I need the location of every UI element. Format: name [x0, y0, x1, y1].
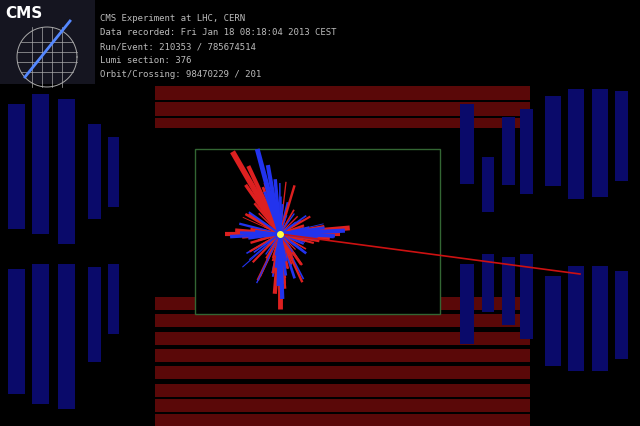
Bar — [445, 103, 530, 117]
Bar — [32, 95, 49, 234]
Bar — [305, 399, 390, 412]
Text: CMS Experiment at LHC, CERN: CMS Experiment at LHC, CERN — [100, 14, 245, 23]
Bar — [375, 349, 460, 362]
Bar — [88, 268, 101, 362]
Bar — [230, 314, 315, 327]
Bar — [305, 119, 390, 129]
Bar — [58, 265, 75, 409]
Bar — [375, 414, 460, 426]
Bar — [305, 349, 390, 362]
Bar — [520, 254, 533, 339]
Bar — [568, 266, 584, 371]
Bar — [305, 384, 390, 397]
Bar — [305, 103, 390, 117]
Bar — [375, 332, 460, 345]
Bar — [305, 297, 390, 310]
Bar — [230, 366, 315, 379]
Bar — [502, 257, 515, 325]
Bar — [155, 384, 240, 397]
Bar — [155, 103, 240, 117]
Bar — [445, 314, 530, 327]
Bar — [305, 332, 390, 345]
Bar — [592, 266, 608, 371]
Bar — [502, 118, 515, 186]
Bar — [230, 349, 315, 362]
Text: Run/Event: 210353 / 785674514: Run/Event: 210353 / 785674514 — [100, 42, 256, 51]
Bar — [375, 314, 460, 327]
Bar — [375, 399, 460, 412]
Bar — [375, 384, 460, 397]
Bar — [155, 314, 240, 327]
Bar — [445, 414, 530, 426]
Bar — [155, 297, 240, 310]
Bar — [445, 87, 530, 101]
Bar — [615, 92, 628, 181]
Bar — [230, 399, 315, 412]
Bar — [305, 87, 390, 101]
Bar — [445, 349, 530, 362]
Bar — [445, 366, 530, 379]
Bar — [8, 269, 25, 394]
Bar — [375, 103, 460, 117]
Bar — [155, 414, 240, 426]
Bar — [108, 265, 119, 334]
Bar — [155, 349, 240, 362]
Bar — [545, 276, 561, 366]
Bar — [305, 314, 390, 327]
Bar — [482, 158, 494, 213]
Bar — [445, 332, 530, 345]
Bar — [155, 87, 240, 101]
Bar — [615, 271, 628, 359]
Text: Orbit/Crossing: 98470229 / 201: Orbit/Crossing: 98470229 / 201 — [100, 70, 261, 79]
Bar — [230, 297, 315, 310]
Bar — [445, 119, 530, 129]
Bar — [460, 105, 474, 184]
Bar — [230, 332, 315, 345]
Text: Lumi section: 376: Lumi section: 376 — [100, 56, 191, 65]
Bar — [305, 366, 390, 379]
Bar — [482, 254, 494, 312]
Bar — [545, 97, 561, 187]
Bar — [155, 332, 240, 345]
Bar — [32, 265, 49, 404]
Bar — [520, 110, 533, 195]
Bar — [230, 414, 315, 426]
Bar — [230, 103, 315, 117]
Bar — [305, 414, 390, 426]
Text: Data recorded: Fri Jan 18 08:18:04 2013 CEST: Data recorded: Fri Jan 18 08:18:04 2013 … — [100, 28, 337, 37]
Bar — [375, 297, 460, 310]
Bar — [592, 90, 608, 198]
Bar — [375, 119, 460, 129]
Bar — [0, 0, 95, 85]
Bar — [155, 119, 240, 129]
Bar — [445, 384, 530, 397]
Bar — [230, 119, 315, 129]
Bar — [155, 399, 240, 412]
Bar — [195, 150, 440, 314]
Text: CMS: CMS — [5, 6, 42, 21]
Bar — [375, 87, 460, 101]
Bar — [375, 366, 460, 379]
Bar — [230, 87, 315, 101]
Bar — [8, 105, 25, 230]
Bar — [568, 90, 584, 199]
Bar — [460, 265, 474, 344]
Bar — [108, 138, 119, 207]
Bar — [58, 100, 75, 245]
Bar — [445, 297, 530, 310]
Bar — [445, 399, 530, 412]
Bar — [155, 366, 240, 379]
Bar — [88, 125, 101, 219]
Bar — [230, 384, 315, 397]
